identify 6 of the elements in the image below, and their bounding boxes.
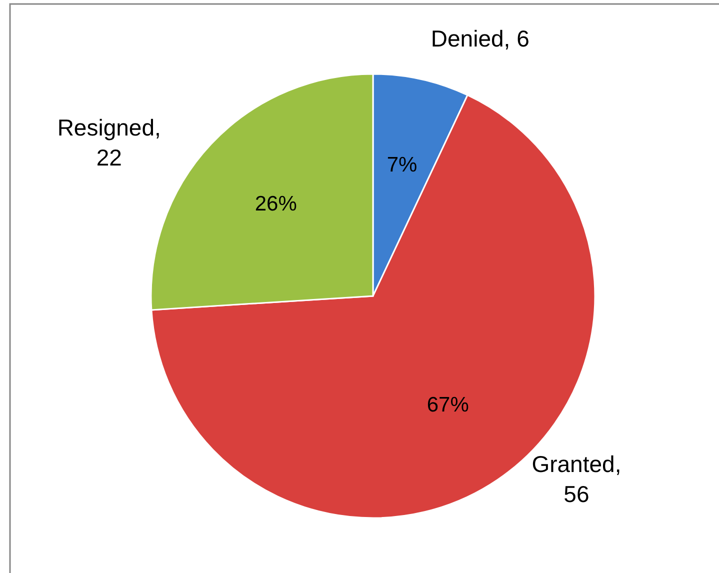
slice-label: Resigned, 22	[57, 114, 161, 171]
data-label: 67%	[426, 394, 469, 417]
slice-label: Denied, 6	[430, 25, 530, 52]
data-label: 26%	[254, 192, 297, 216]
slice-label: Granted, 56	[532, 451, 622, 508]
data-label: 7%	[386, 154, 418, 177]
